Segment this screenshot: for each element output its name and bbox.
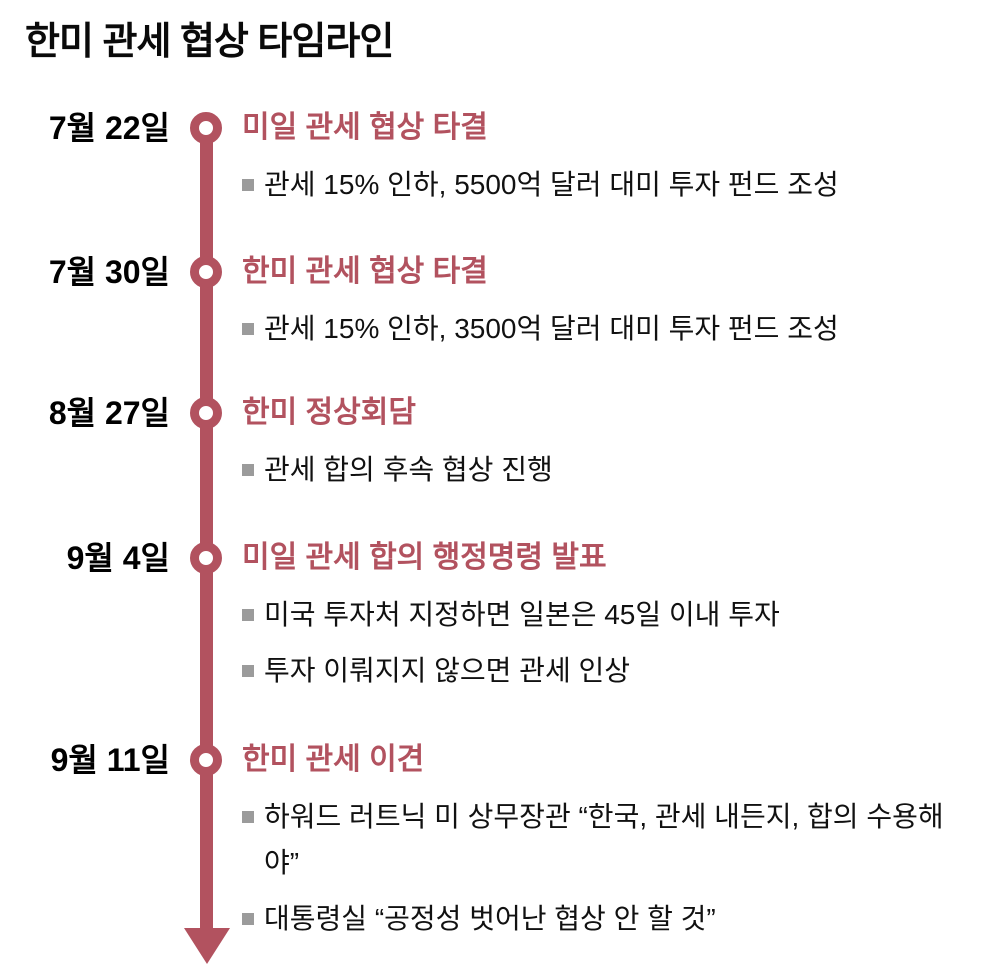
bullet-text: 관세 15% 인하, 3500억 달러 대미 투자 펀드 조성 [264, 313, 839, 344]
event-bullet: 관세 15% 인하, 3500억 달러 대미 투자 펀드 조성 [242, 306, 954, 352]
square-bullet-icon [242, 811, 254, 823]
timeline-event: 7월 30일 한미 관세 협상 타결 관세 15% 인하, 3500억 달러 대… [0, 246, 987, 362]
event-date: 9월 4일 [66, 540, 170, 576]
square-bullet-icon [242, 665, 254, 677]
timeline-event: 7월 22일 미일 관세 협상 타결 관세 15% 인하, 5500억 달러 대… [0, 102, 987, 218]
event-bullet: 하워드 러트닉 미 상무장관 “한국, 관세 내든지, 합의 수용해야” [242, 794, 954, 886]
event-date: 7월 30일 [48, 254, 170, 290]
square-bullet-icon [242, 323, 254, 335]
square-bullet-icon [242, 179, 254, 191]
bullet-text: 관세 15% 인하, 5500억 달러 대미 투자 펀드 조성 [264, 169, 839, 200]
event-date: 7월 22일 [48, 110, 170, 146]
ring-icon [190, 542, 222, 574]
event-title: 미일 관세 합의 행정명령 발표 [242, 541, 607, 574]
event-bullets: 관세 15% 인하, 3500억 달러 대미 투자 펀드 조성 [242, 306, 954, 352]
bullet-text: 투자 이뤄지지 않으면 관세 인상 [264, 655, 630, 686]
event-bullet: 관세 15% 인하, 5500억 달러 대미 투자 펀드 조성 [242, 162, 954, 208]
ring-icon [190, 112, 222, 144]
timeline-event: 9월 4일 미일 관세 합의 행정명령 발표 미국 투자처 지정하면 일본은 4… [0, 532, 987, 704]
event-title: 한미 정상회담 [242, 396, 416, 429]
event-bullet: 미국 투자처 지정하면 일본은 45일 이내 투자 [242, 592, 954, 638]
timeline-event: 8월 27일 한미 정상회담 관세 합의 후속 협상 진행 [0, 387, 987, 503]
event-title: 미일 관세 협상 타결 [242, 111, 488, 144]
event-bullet: 투자 이뤄지지 않으면 관세 인상 [242, 648, 954, 694]
event-title: 한미 관세 협상 타결 [242, 255, 488, 288]
bullet-text: 하워드 러트닉 미 상무장관 “한국, 관세 내든지, 합의 수용해야” [264, 801, 944, 878]
event-date: 9월 11일 [50, 742, 170, 778]
bullet-text: 미국 투자처 지정하면 일본은 45일 이내 투자 [264, 599, 780, 630]
timeline-line [200, 128, 213, 930]
ring-icon [190, 744, 222, 776]
event-bullets: 미국 투자처 지정하면 일본은 45일 이내 투자 투자 이뤄지지 않으면 관세… [242, 592, 954, 694]
event-head: 9월 11일 한미 관세 이견 [0, 734, 987, 786]
event-head: 9월 4일 미일 관세 합의 행정명령 발표 [0, 532, 987, 584]
timeline-node-icon [170, 112, 242, 144]
ring-icon [190, 397, 222, 429]
timeline-event: 9월 11일 한미 관세 이견 하워드 러트닉 미 상무장관 “한국, 관세 내… [0, 734, 987, 952]
square-bullet-icon [242, 464, 254, 476]
event-bullets: 하워드 러트닉 미 상무장관 “한국, 관세 내든지, 합의 수용해야” 대통령… [242, 794, 954, 942]
ring-icon [190, 256, 222, 288]
event-head: 8월 27일 한미 정상회담 [0, 387, 987, 439]
event-title: 한미 관세 이견 [242, 743, 425, 776]
event-bullet: 대통령실 “공정성 벗어난 협상 안 할 것” [242, 896, 954, 942]
event-bullets: 관세 15% 인하, 5500억 달러 대미 투자 펀드 조성 [242, 162, 954, 208]
square-bullet-icon [242, 609, 254, 621]
event-head: 7월 30일 한미 관세 협상 타결 [0, 246, 987, 298]
bullet-text: 대통령실 “공정성 벗어난 협상 안 할 것” [264, 903, 716, 934]
event-bullet: 관세 합의 후속 협상 진행 [242, 447, 954, 493]
timeline-node-icon [170, 744, 242, 776]
timeline-node-icon [170, 542, 242, 574]
page-title: 한미 관세 협상 타임라인 [25, 21, 394, 63]
square-bullet-icon [242, 913, 254, 925]
timeline-node-icon [170, 397, 242, 429]
event-head: 7월 22일 미일 관세 협상 타결 [0, 102, 987, 154]
event-bullets: 관세 합의 후속 협상 진행 [242, 447, 954, 493]
arrow-down-icon [184, 928, 230, 964]
bullet-text: 관세 합의 후속 협상 진행 [264, 454, 553, 485]
event-date: 8월 27일 [48, 395, 170, 431]
timeline-node-icon [170, 256, 242, 288]
